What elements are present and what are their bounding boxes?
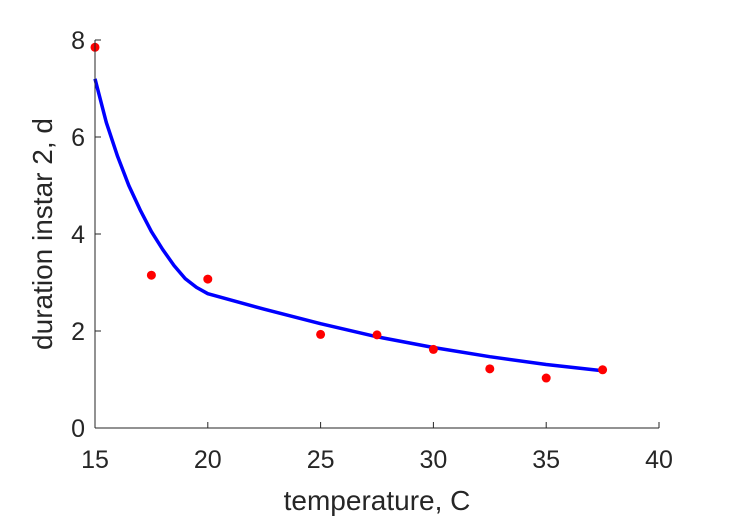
fit-curve	[93, 78, 603, 373]
x-tick-label: 30	[419, 446, 447, 474]
y-axis-title: duration instar 2, d	[27, 118, 58, 350]
y-tick-label: 4	[71, 221, 85, 249]
x-tick-label: 40	[645, 446, 673, 474]
data-point	[428, 344, 438, 354]
x-axis-title: temperature, C	[284, 485, 471, 516]
x-tick-label: 25	[307, 446, 335, 474]
x-ticks: 15 20 25 30 35 40	[81, 422, 673, 474]
x-tick-label: 15	[81, 446, 109, 474]
data-point	[372, 330, 382, 340]
data-point	[598, 365, 608, 375]
data-point	[146, 270, 156, 280]
data-point	[203, 274, 213, 284]
y-tick-label: 8	[71, 27, 85, 55]
plot-area	[90, 42, 608, 383]
data-point	[316, 329, 326, 339]
y-tick-label: 6	[71, 124, 85, 152]
data-point	[485, 364, 495, 374]
x-tick-label: 20	[194, 446, 222, 474]
x-tick-label: 35	[532, 446, 560, 474]
y-tick-label: 2	[71, 318, 85, 346]
data-point	[541, 373, 551, 383]
y-ticks: 0 2 4 6 8	[71, 27, 101, 443]
y-tick-label: 0	[71, 415, 85, 443]
